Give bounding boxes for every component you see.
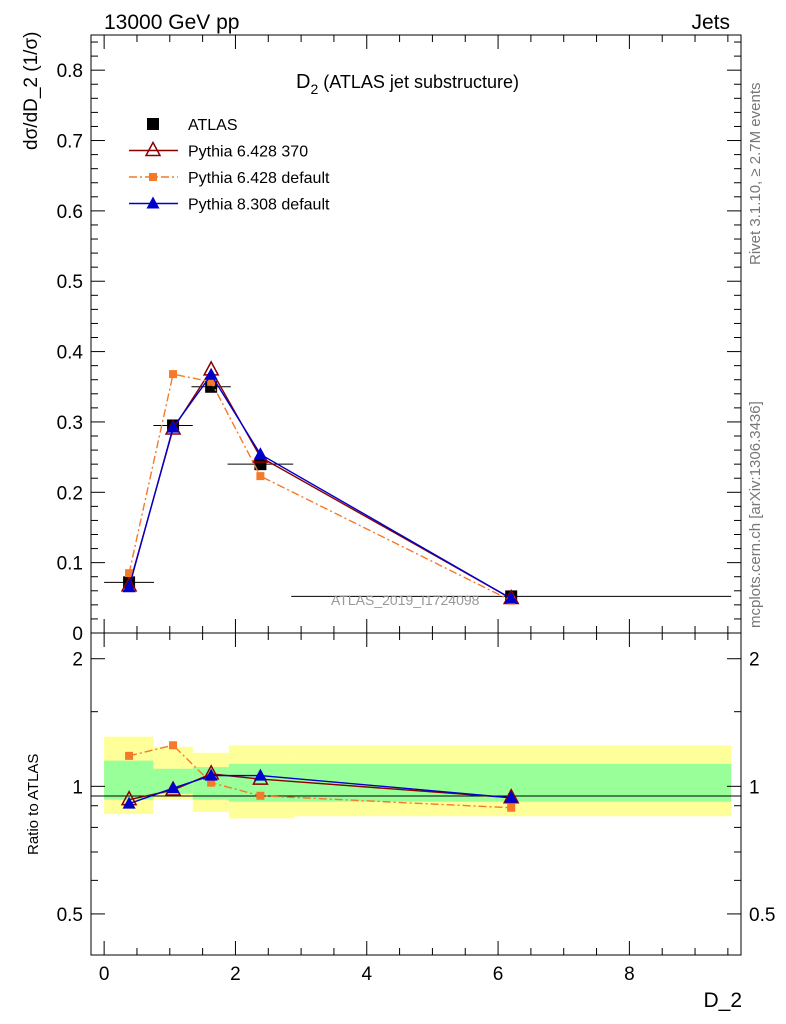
series-2 [125,370,516,605]
main-ytick-label: 0.4 [57,343,84,364]
main-ytick-label: 0 [72,624,83,645]
ratio-ytick-label-right: 0.5 [749,905,775,926]
data-point [204,367,218,380]
ratio-ytick-label: 1 [72,777,83,798]
ratio-point [207,778,216,787]
data-point [253,447,267,460]
xlabel: D_2 [703,989,742,1012]
ratio-point [166,781,180,794]
legend-label: Pythia 8.308 default [188,197,330,214]
ratio-panel: 0.5 0.5 1 1 2 2 0 2 4 6 8 Ratio to ATLAS D_2 [25,632,775,1012]
ratio-bands [104,736,732,819]
ratio-point [122,796,136,809]
xtick-label: 0 [99,964,110,985]
legend-entry: Pythia 8.308 default [129,196,330,214]
main-title-main: D [296,71,310,93]
series-3 [122,367,518,604]
legend-marker [146,196,160,209]
series-line [128,368,512,600]
ratio-point [507,803,516,812]
legend: ATLAS Pythia 6.428 370 Pythia 6.428 defaul… [129,117,330,214]
main-series [104,360,732,605]
ratio-ytick-label: 0.5 [57,905,83,926]
data-point [166,420,180,433]
main-ytick-label: 0.5 [57,272,83,293]
series-line [128,373,512,600]
main-ytick-label: 0.7 [57,132,83,153]
legend-entry: Pythia 6.428 default [129,170,330,187]
xtick-label: 2 [230,964,241,985]
ratio-ytick-label-right: 1 [749,777,760,798]
main-title: D2 (ATLAS jet substructure) [296,71,519,97]
ratio-ylabel: Ratio to ATLAS [25,754,42,855]
ratio-point [256,791,265,800]
legend-entry: Pythia 6.428 370 [129,140,308,161]
main-panel: 0 0.1 0.2 0.3 0.4 0.5 0.6 0.7 0.8 D2 (ATLAS jet … [21,32,742,645]
ratio-ticks: 0.5 0.5 1 1 2 2 0 2 4 6 8 [57,633,775,985]
series-1 [120,360,520,605]
main-ytick-label: 0.6 [57,202,83,223]
header-right: Jets [691,11,730,34]
series-0 [104,380,732,603]
main-ytick-label: 0.8 [57,61,83,82]
data-point [504,591,518,604]
legend-label: ATLAS [188,117,238,134]
legend-marker [147,118,159,130]
legend-marker [149,173,157,181]
legend-entry: ATLAS [147,117,238,134]
data-point [207,377,216,386]
xtick-label: 6 [493,964,504,985]
main-title-sub: 2 [310,81,318,97]
side-label-top: Rivet 3.1.10, ≥ 2.7M events [747,83,764,266]
xtick-label: 8 [624,964,635,985]
data-point [256,472,265,481]
header-left: 13000 GeV pp [104,11,239,34]
ratio-series-1 [125,741,516,812]
ratio-point [253,768,267,781]
legend-label: Pythia 6.428 370 [188,144,308,161]
data-point [122,580,136,593]
legend-marker [144,140,162,157]
ratio-series-2 [122,768,518,809]
main-ticks: 0 0.1 0.2 0.3 0.4 0.5 0.6 0.7 0.8 [57,35,741,645]
ratio-ytick-label-right: 2 [749,650,760,671]
side-label-bottom: mcplots.cern.ch [arXiv:1306.3436] [747,401,764,628]
ratio-point [125,751,134,760]
data-point [169,370,178,379]
main-ytick-label: 0.1 [57,554,83,575]
main-ytick-label: 0.3 [57,413,83,434]
ratio-point [204,768,218,781]
ratio-frame [90,632,742,956]
ratio-series [120,741,520,812]
xtick-label: 4 [361,964,372,985]
ratio-ytick-label: 2 [72,650,83,671]
data-point [125,569,134,578]
legend-label: Pythia 6.428 default [188,170,330,187]
main-ylabel: dσ/dD_2 (1/σ) [21,32,42,151]
ratio-point [169,741,178,750]
data-point [254,458,267,471]
main-ylabel-text: dσ/dD_2 (1/σ) [21,32,42,151]
main-ytick-label: 0.2 [57,483,83,504]
watermark: ATLAS_2019_I1724098 [331,592,480,608]
main-title-rest: (ATLAS jet substructure) [318,72,519,92]
ratio-point [504,790,518,803]
